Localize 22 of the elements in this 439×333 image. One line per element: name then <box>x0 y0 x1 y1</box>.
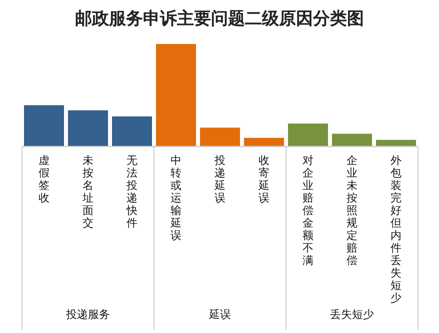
bar <box>24 105 64 146</box>
bar <box>156 44 196 146</box>
text: 丢失短少 <box>330 308 374 321</box>
text: 延误 <box>208 308 231 321</box>
category-label: 外包装完好但内件丢失短少 <box>390 154 402 304</box>
bar <box>376 140 416 146</box>
bar <box>244 138 284 146</box>
x-tick-label: 未按名址面交 <box>82 154 94 230</box>
bar <box>68 110 108 146</box>
bar <box>200 128 240 146</box>
bar <box>332 134 372 146</box>
x-tick-label: 无法投递快件 <box>126 154 138 230</box>
text: 投递服务 <box>65 308 110 321</box>
x-tick-label: 收寄延误 <box>258 154 270 204</box>
x-tick-label: 虚假签收 <box>38 154 50 204</box>
x-tick-label: 投递延误 <box>214 154 226 204</box>
chart-title: 邮政服务申诉主要问题二级原因分类图 <box>75 9 364 29</box>
category-label: 对企业赔偿金额不满 <box>302 154 314 267</box>
category-label: 企业未按照规定赔偿 <box>346 154 358 267</box>
bar <box>112 116 152 146</box>
x-tick-label: 中转或运输延误 <box>170 154 182 242</box>
bar <box>288 124 328 146</box>
